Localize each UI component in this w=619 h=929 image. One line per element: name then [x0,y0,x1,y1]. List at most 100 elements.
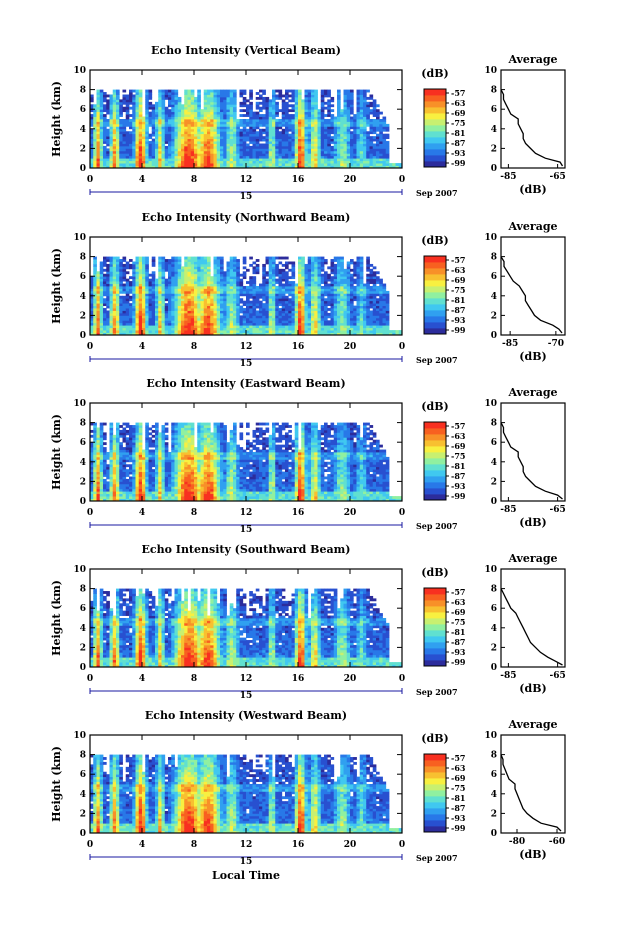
heatmap-cell [242,322,247,326]
heatmap-cell [103,153,107,157]
heatmap-cell [112,155,117,159]
heatmap-cell [275,155,279,159]
heatmap-cell [151,263,156,267]
heatmap-cell [285,116,289,120]
heatmap-cell [181,290,185,294]
heatmap-cell [304,276,309,280]
heatmap-cell [255,327,260,331]
heatmap-cell [116,99,120,103]
heatmap-cell [324,308,328,311]
heatmap-cell [294,94,299,98]
heatmap-cell [304,121,309,125]
heatmap-cell [122,312,127,316]
heatmap-cell [275,322,279,326]
heatmap-cell [311,94,315,98]
heatmap-cell [216,101,221,105]
heatmap-cell [132,104,136,108]
heatmap-cell [93,114,97,117]
heatmap-cell [148,332,153,336]
heatmap-cell [213,256,218,260]
heatmap-cell [138,320,143,324]
heatmap-cell [272,332,276,336]
heatmap-cell [200,303,205,306]
heatmap-cell [229,268,234,272]
heatmap-cell [233,121,237,125]
heatmap-cell [194,312,198,316]
heatmap-cell [363,126,367,130]
heatmap-cell [275,330,279,333]
heatmap-cell [366,89,370,93]
heatmap-cell [226,281,231,284]
heatmap-cell [112,126,117,130]
heatmap-cell [363,131,367,135]
heatmap-cell [151,143,156,147]
heatmap-cell [194,114,198,117]
heatmap-cell [317,293,322,297]
heatmap-cell [203,148,208,152]
heatmap-cell [93,286,97,289]
heatmap-cell [281,133,286,137]
heatmap-cell [158,96,162,100]
heatmap-cell [125,300,130,304]
heatmap-cell [379,123,383,127]
heatmap-cell [177,293,182,297]
heatmap-cell [278,293,283,297]
heatmap-cell [125,109,130,113]
heatmap-cell [125,101,130,105]
heatmap-cell [122,138,127,142]
heatmap-cell [129,298,133,302]
heatmap-cell [333,145,338,149]
heatmap-cell [242,119,247,122]
heatmap-cell [223,109,227,113]
heatmap-cell [262,138,266,142]
heatmap-cell [236,158,240,162]
heatmap-cell [158,273,162,277]
heatmap-cell [278,295,283,299]
heatmap-cell [181,305,185,309]
heatmap-cell [223,101,227,105]
heatmap-cell [317,256,322,260]
heatmap-cell [164,278,169,282]
heatmap-cell [203,283,208,287]
heatmap-cell [275,104,279,108]
heatmap-cell [119,109,123,113]
heatmap-cell [132,305,136,309]
heatmap-cell [223,153,227,157]
heatmap-cell [203,165,208,169]
heatmap-cell [337,131,341,135]
heatmap-cell [265,300,270,304]
heatmap-cell [168,295,172,299]
heatmap-cell [135,295,140,299]
heatmap-cell [168,298,172,302]
heatmap-cell [132,315,136,319]
heatmap-cell [203,261,208,265]
heatmap-cell [324,283,328,287]
heatmap-cell [194,310,198,314]
heatmap-cell [278,325,283,329]
heatmap-cell [363,116,367,120]
heatmap-cell [340,119,344,122]
heatmap-cell [158,300,162,304]
heatmap-cell [255,163,260,166]
heatmap-cell [249,163,253,166]
heatmap-cell [216,325,221,329]
heatmap-cell [142,141,146,144]
heatmap-cell [116,308,120,311]
heatmap-cell [203,303,208,306]
heatmap-cell [177,315,182,319]
heatmap-cell [125,293,130,297]
heatmap-cell [99,116,104,120]
heatmap-cell [161,145,166,149]
heatmap-cell [265,305,270,309]
heatmap-cell [372,145,377,149]
heatmap-cell [119,158,123,162]
heatmap-cell [330,263,335,267]
heatmap-cell [161,153,166,157]
heatmap-cell [93,163,97,166]
heatmap-cell [272,290,276,294]
heatmap-cell [125,295,130,299]
heatmap-cell [200,111,205,115]
heatmap-cell [129,160,133,164]
heatmap-cell [242,273,247,277]
heatmap-cell [372,150,377,154]
